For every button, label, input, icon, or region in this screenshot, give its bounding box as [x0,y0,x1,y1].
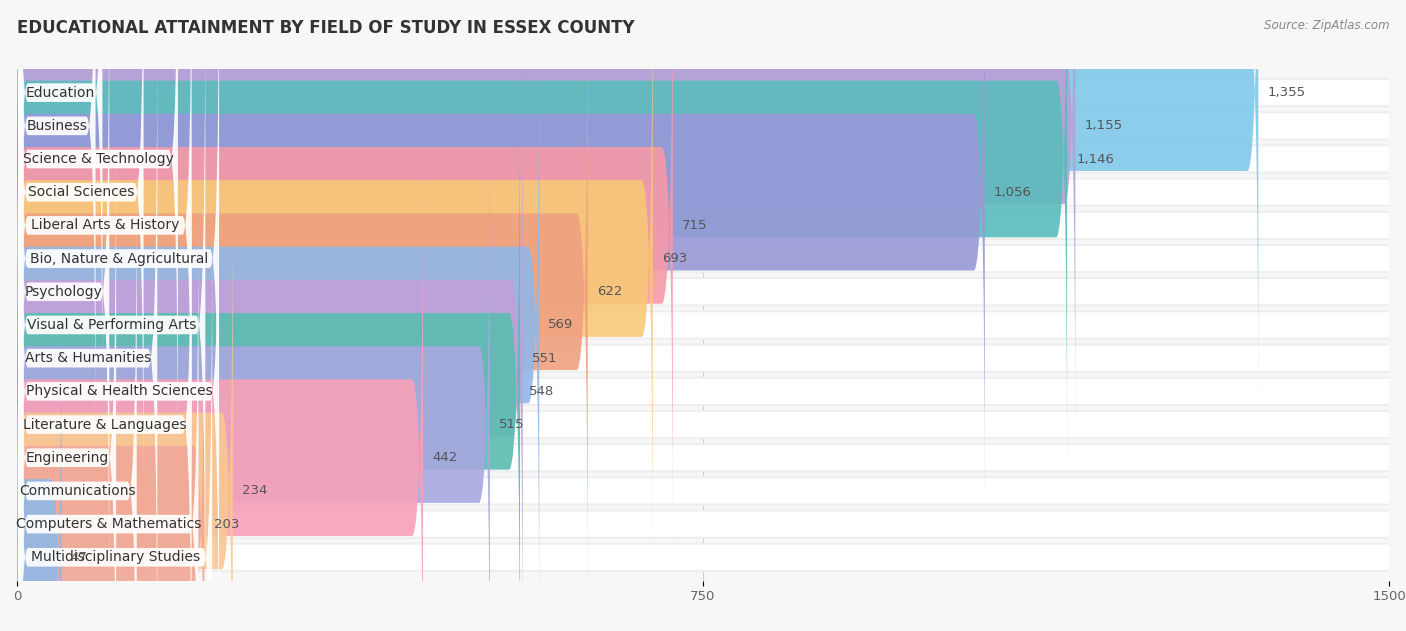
Text: EDUCATIONAL ATTAINMENT BY FIELD OF STUDY IN ESSEX COUNTY: EDUCATIONAL ATTAINMENT BY FIELD OF STUDY… [17,19,634,37]
Text: 203: 203 [214,517,239,531]
FancyBboxPatch shape [15,71,520,631]
FancyBboxPatch shape [7,443,1399,473]
FancyBboxPatch shape [15,105,489,631]
Text: Literature & Languages: Literature & Languages [24,418,187,432]
FancyBboxPatch shape [15,0,984,512]
FancyBboxPatch shape [18,201,198,631]
Text: 515: 515 [499,418,524,431]
FancyBboxPatch shape [7,312,1399,338]
Text: Arts & Humanities: Arts & Humanities [25,351,150,365]
Text: Bio, Nature & Agricultural: Bio, Nature & Agricultural [30,252,208,266]
Text: 1,155: 1,155 [1084,119,1122,133]
FancyBboxPatch shape [15,0,1258,413]
Text: Business: Business [27,119,87,133]
FancyBboxPatch shape [15,5,540,631]
Text: Social Sciences: Social Sciences [28,186,135,199]
Text: 715: 715 [682,219,707,232]
FancyBboxPatch shape [7,478,1399,504]
FancyBboxPatch shape [7,113,1399,138]
Text: 622: 622 [598,285,623,298]
Text: Education: Education [25,86,96,100]
Text: 1,056: 1,056 [994,186,1032,199]
Text: 47: 47 [70,551,87,563]
FancyBboxPatch shape [7,509,1399,539]
FancyBboxPatch shape [18,0,96,449]
Text: Multidisciplinary Studies: Multidisciplinary Studies [31,550,200,564]
FancyBboxPatch shape [15,0,1076,445]
Text: 551: 551 [531,351,557,365]
FancyBboxPatch shape [18,168,136,631]
Text: 548: 548 [529,385,554,398]
FancyBboxPatch shape [7,80,1399,105]
FancyBboxPatch shape [7,346,1399,371]
FancyBboxPatch shape [7,377,1399,406]
FancyBboxPatch shape [7,180,1399,205]
FancyBboxPatch shape [7,445,1399,470]
FancyBboxPatch shape [7,410,1399,439]
FancyBboxPatch shape [7,146,1399,172]
FancyBboxPatch shape [18,0,179,481]
Text: Psychology: Psychology [25,285,103,298]
Text: 1,146: 1,146 [1076,153,1114,165]
FancyBboxPatch shape [15,0,1067,479]
Text: Engineering: Engineering [25,451,110,464]
FancyBboxPatch shape [7,78,1399,107]
FancyBboxPatch shape [18,235,212,631]
FancyBboxPatch shape [7,310,1399,339]
FancyBboxPatch shape [7,277,1399,307]
FancyBboxPatch shape [7,144,1399,174]
Text: 1,355: 1,355 [1267,86,1306,99]
FancyBboxPatch shape [15,0,652,579]
FancyBboxPatch shape [18,69,219,631]
Text: Computers & Mathematics: Computers & Mathematics [15,517,201,531]
FancyBboxPatch shape [15,171,233,631]
Text: 569: 569 [548,319,574,331]
FancyBboxPatch shape [7,177,1399,207]
FancyBboxPatch shape [7,412,1399,437]
Text: 693: 693 [662,252,688,265]
FancyBboxPatch shape [15,138,423,631]
FancyBboxPatch shape [7,545,1399,570]
FancyBboxPatch shape [18,0,219,581]
Text: Physical & Health Sciences: Physical & Health Sciences [25,384,212,398]
FancyBboxPatch shape [18,0,110,615]
FancyBboxPatch shape [15,0,588,611]
Text: 234: 234 [242,485,267,497]
FancyBboxPatch shape [7,543,1399,572]
Text: Communications: Communications [20,484,136,498]
FancyBboxPatch shape [7,246,1399,271]
FancyBboxPatch shape [18,3,205,631]
FancyBboxPatch shape [15,237,62,631]
FancyBboxPatch shape [7,279,1399,304]
FancyBboxPatch shape [7,379,1399,404]
FancyBboxPatch shape [18,0,103,415]
Text: Science & Technology: Science & Technology [22,152,174,166]
FancyBboxPatch shape [7,213,1399,238]
Text: Liberal Arts & History: Liberal Arts & History [31,218,180,232]
FancyBboxPatch shape [18,0,143,515]
Text: 442: 442 [432,451,457,464]
FancyBboxPatch shape [18,0,191,548]
FancyBboxPatch shape [7,343,1399,373]
Text: Visual & Performing Arts: Visual & Performing Arts [27,318,197,332]
FancyBboxPatch shape [18,35,157,631]
FancyBboxPatch shape [15,204,204,631]
FancyBboxPatch shape [18,135,117,631]
FancyBboxPatch shape [7,211,1399,240]
FancyBboxPatch shape [18,102,191,631]
FancyBboxPatch shape [15,38,523,631]
FancyBboxPatch shape [7,111,1399,141]
FancyBboxPatch shape [15,0,673,545]
FancyBboxPatch shape [7,512,1399,537]
Text: Source: ZipAtlas.com: Source: ZipAtlas.com [1264,19,1389,32]
FancyBboxPatch shape [7,476,1399,505]
FancyBboxPatch shape [7,244,1399,273]
